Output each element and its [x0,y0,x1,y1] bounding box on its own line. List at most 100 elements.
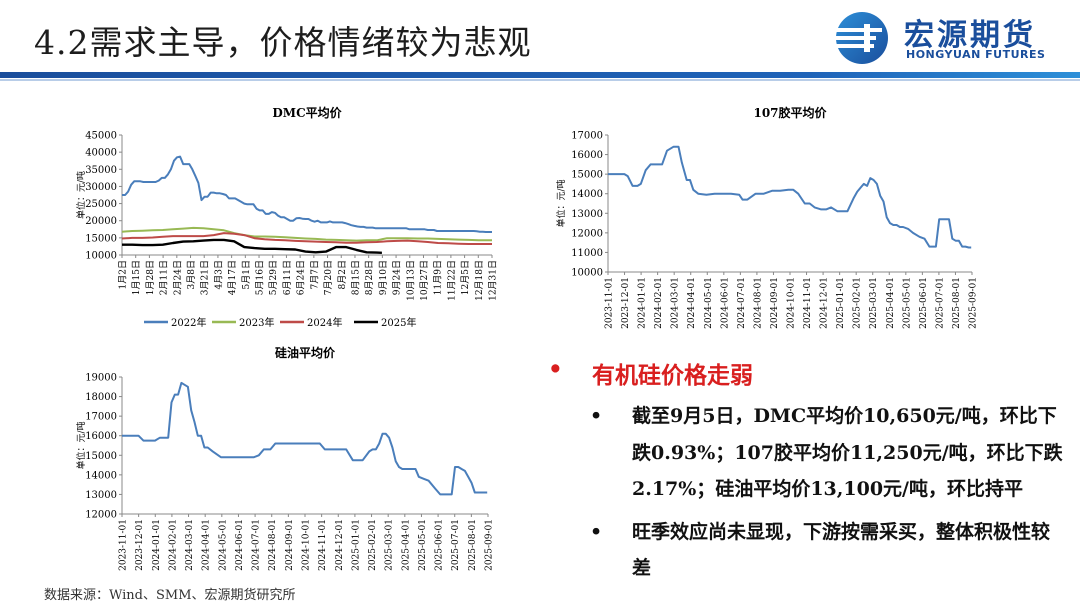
series-line-2024年 [121,232,492,245]
x-tick-label: 2024-01-01 [638,277,648,329]
y-tick-label: 10000 [571,268,603,279]
x-tick-label: 12月31日 [488,260,499,301]
series-line-price [608,145,972,249]
company-logo: 宏源期货 HONGYUAN FUTURES [824,8,1074,66]
x-tick-label: 5月1日 [241,260,252,289]
legend-label: 2024年 [307,316,342,329]
x-tick-label: 2024-09-01 [285,519,295,571]
y-tick-label: 17000 [571,131,603,142]
x-tick-label: 2024-12-01 [335,519,345,571]
x-tick-label: 11月9日 [433,260,444,295]
bullet-heading-text: 有机硅价格走弱 [592,362,753,389]
bullet-dot-icon: • [548,356,563,383]
chart-dmc-price: DMC平均价 单位：元/吨 10000 15000 20000 25000 30000 350… [70,100,510,335]
bullet-dot-icon: • [590,520,603,543]
x-tick-label: 2024-07-01 [252,519,262,571]
x-tick-label: 1月2日 [118,260,129,289]
x-tick-label: 2024-08-01 [753,277,763,329]
series-line-2022年 [122,155,492,233]
logo-chinese-text: 宏源期货 [904,18,1036,53]
x-tick-label: 2024-07-01 [737,277,747,329]
x-tick-label: 2025-04-01 [886,277,896,329]
x-tick-label: 2025-06-01 [435,519,445,571]
x-tick-label: 2024-01-01 [152,519,162,571]
y-tick-label: 12000 [571,228,603,239]
x-tick-label: 8月2日 [337,260,348,289]
y-tick-label: 16000 [85,431,117,442]
x-tick-label: 2024-03-01 [671,277,681,329]
x-tick-label: 10月27日 [419,260,430,301]
x-tick-label: 2023-11-01 [119,519,129,571]
x-tick-label: 11月22日 [446,260,457,301]
x-tick-label: 2025-07-01 [935,277,945,329]
chart-title: 107胶平均价 [753,105,827,120]
x-tick-label: 2025-02-01 [368,519,378,571]
legend-label: 2023年 [239,316,274,329]
x-tick-label: 3月21日 [200,260,211,295]
x-tick-label: 2024-11-01 [318,519,328,571]
chart-silicone-oil-price: 硅油平均价 单位：元/吨 12000 13000 14000 15000 16000 1700… [70,340,500,580]
y-tick-label: 25000 [85,199,117,210]
x-tick-label: 2023-12-01 [621,277,631,329]
x-tick-label: 5月29日 [268,260,279,295]
y-tick-label: 15000 [571,170,603,181]
x-tick-label: 9月10日 [378,260,389,295]
y-tick-label: 14000 [571,189,603,200]
y-tick-label: 30000 [85,182,117,193]
chart-title: DMC平均价 [272,105,342,120]
x-tick-label: 2025-01-01 [351,519,361,571]
y-tick-label: 16000 [571,150,603,161]
y-tick-label: 13000 [85,490,117,501]
x-tick-label: 2024-09-01 [770,277,780,329]
x-tick-label: 4月17日 [227,260,238,295]
x-tick-label: 3月8日 [186,260,197,289]
x-tick-label: 8月28日 [364,260,375,295]
key-points: • 有机硅价格走弱 • 截至9月5日，DMC平均价10,650元/吨，环比下跌0… [548,356,1068,587]
x-tick-label: 2月24日 [172,260,183,295]
logo-english-text: HONGYUAN FUTURES [906,48,1046,61]
x-tick-label: 2024-02-01 [654,277,664,329]
header-divider-band [0,72,1080,81]
x-tick-label: 8月15日 [350,260,361,295]
y-tick-label: 35000 [85,165,117,176]
x-tick-label: 2024-11-01 [803,277,813,329]
bullet-dot-icon: • [590,405,603,427]
x-tick-label: 2024-03-01 [185,519,195,571]
y-tick-label: 17000 [85,412,117,423]
x-tick-label: 2024-10-01 [302,519,312,571]
x-tick-label: 2025-05-01 [902,277,912,329]
legend-label: 2022年 [171,316,206,329]
x-tick-label: 2025-05-01 [418,519,428,571]
chart-title: 硅油平均价 [275,345,336,360]
y-tick-label: 14000 [85,470,117,481]
x-tick-label: 7月7日 [309,260,320,289]
series-line-2025年 [122,238,382,254]
x-tick-label: 2025-03-01 [869,277,879,329]
x-tick-label: 2025-07-01 [451,519,461,571]
x-tick-label: 2月11日 [159,260,170,295]
x-tick-label: 2024-06-01 [720,277,730,329]
x-tick-label: 5月16日 [255,260,266,295]
x-tick-label: 2024-04-01 [202,519,212,571]
x-tick-label: 2024-06-01 [235,519,245,571]
series-line-2023年 [121,226,492,242]
y-tick-label: 40000 [85,148,117,159]
y-tick-label: 20000 [85,216,117,227]
x-tick-label: 4月3日 [213,260,224,289]
x-tick-label: 2024-08-01 [268,519,278,571]
y-axis-label: 单位：元/吨 [75,171,87,219]
x-tick-label: 7月20日 [323,260,334,295]
y-tick-label: 11000 [571,248,603,259]
x-tick-label: 2024-04-01 [687,277,697,329]
y-tick-label: 10000 [85,251,117,262]
data-source-note: 数据来源：Wind、SMM、宏源期货研究所 [44,588,296,603]
x-tick-label: 2023-12-01 [135,519,145,571]
x-tick-label: 10月13日 [405,260,416,301]
legend-label: 2025年 [381,316,416,329]
x-tick-label: 2023-11-01 [605,277,615,329]
x-tick-label: 2024-10-01 [787,277,797,329]
logo-emblem-icon [830,12,888,64]
x-tick-label: 2025-04-01 [401,519,411,571]
x-tick-label: 6月11日 [282,260,293,295]
